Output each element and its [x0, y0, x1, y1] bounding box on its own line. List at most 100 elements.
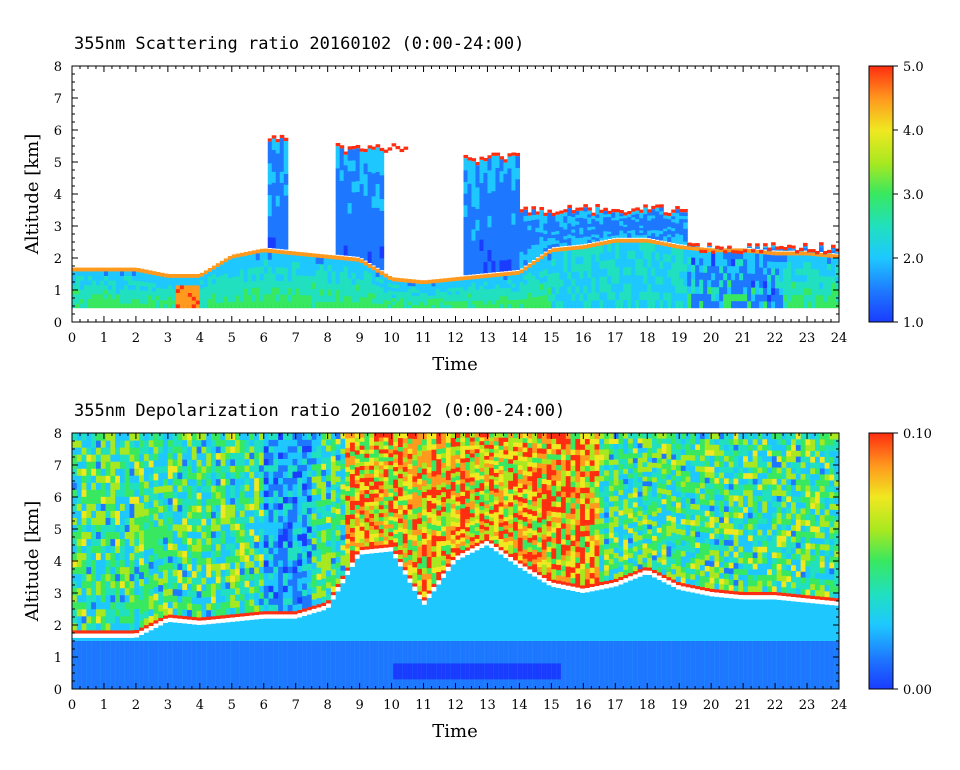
bl-top-cell [491, 273, 497, 278]
bl-top-cell [459, 276, 465, 281]
bl-top-cell [303, 252, 309, 257]
heatmap-cell [243, 301, 249, 309]
panel1-colorbar [868, 65, 894, 323]
cloud-top-cell [519, 209, 525, 213]
heatmap-cell [191, 641, 198, 689]
noise-cell [129, 545, 135, 554]
noise-cell [153, 573, 159, 581]
noise-cell [129, 440, 135, 448]
heatmap-cell [607, 283, 612, 293]
noise-cell [201, 603, 207, 611]
noise-cell [119, 552, 126, 561]
noise-cell [292, 515, 298, 523]
cloud-cell [355, 191, 361, 203]
heatmap-cell [499, 299, 505, 305]
cloud-top-cell [723, 250, 728, 254]
heatmap-cell [99, 270, 105, 276]
heatmap-cell [411, 301, 417, 306]
heatmap-cell [129, 641, 135, 689]
cloud-cell [783, 250, 788, 251]
noise-cell [191, 491, 198, 500]
noise-cell [91, 440, 97, 448]
heatmap-cell [211, 293, 217, 299]
noise-cell [220, 517, 226, 525]
heatmap-cell [111, 298, 117, 304]
noise-cell [91, 615, 97, 624]
noise-cell [124, 573, 131, 582]
heatmap-cell [419, 301, 425, 306]
cloud-top-cell [791, 245, 796, 249]
heatmap-cell [223, 301, 229, 309]
cloud-cell [651, 229, 656, 234]
heatmap-cell [167, 284, 173, 290]
heatmap-cell [539, 264, 544, 272]
cloud-top-cell [343, 151, 349, 155]
heatmap-cell [258, 641, 265, 689]
cloud-cell [643, 234, 648, 238]
cloud-cell [671, 215, 676, 220]
heatmap-cell [463, 293, 469, 298]
heatmap-cell [783, 301, 788, 309]
noise-cell [297, 603, 303, 610]
noise-cell [110, 552, 116, 561]
cloud-cell [607, 223, 612, 227]
y-tick-label: 5 [54, 156, 62, 171]
noise-cell [148, 534, 155, 542]
heatmap-cell [331, 276, 337, 284]
cloud-cell [495, 259, 501, 272]
heatmap-cell [495, 291, 501, 297]
cloud-cell [523, 231, 529, 239]
cloud-cell [491, 237, 497, 250]
noise-cell [215, 478, 222, 486]
cloud-cell [583, 236, 588, 241]
heatmap-cell [283, 253, 289, 262]
noise-cell [91, 482, 97, 490]
cloud-cell [267, 205, 273, 217]
noise-cell [143, 439, 150, 448]
noise-cell [220, 491, 226, 499]
noise-cell [234, 445, 241, 453]
heatmap-cell [495, 303, 501, 309]
heatmap-cell [72, 270, 77, 276]
bl-top-cell [803, 251, 808, 256]
heatmap-cell [251, 300, 257, 309]
cloud-cell [467, 205, 473, 218]
heatmap-cell [775, 268, 780, 276]
bl-top-cell [295, 251, 301, 256]
heatmap-cell [207, 303, 213, 309]
noise-cell [292, 521, 298, 529]
heatmap-cell [195, 296, 201, 301]
noise-cell [91, 580, 97, 589]
heatmap-cell [579, 270, 584, 279]
heatmap-cell [379, 299, 385, 305]
noise-cell [115, 545, 121, 554]
noise-cell [158, 544, 164, 553]
noise-cell [95, 552, 102, 561]
heatmap-cell [571, 278, 576, 287]
heatmap-cell [139, 276, 145, 282]
heatmap-cell [583, 270, 588, 279]
noise-cell [215, 465, 222, 473]
heatmap-cell [715, 286, 720, 295]
heatmap-cell [399, 304, 405, 309]
cloud-cell [683, 212, 688, 217]
heatmap-cell [691, 278, 696, 287]
noise-cell [187, 576, 193, 584]
heatmap-cell [711, 272, 716, 281]
noise-cell [139, 613, 145, 621]
heatmap-cell [347, 272, 353, 279]
heatmap-cell [95, 270, 101, 276]
heatmap-cell [87, 270, 93, 276]
noise-cell [91, 538, 97, 547]
heatmap-cell [124, 641, 131, 689]
bl-top-cell [583, 244, 588, 249]
cloud-cell [499, 159, 505, 172]
noise-cell [234, 497, 241, 505]
noise-cell [287, 578, 294, 586]
cloud-top-cell [747, 243, 752, 247]
noise-cell [239, 561, 246, 569]
noise-cell [254, 592, 260, 600]
cloud-top-cell [663, 212, 668, 216]
cloud-cell [563, 242, 568, 246]
noise-cell [234, 581, 241, 589]
